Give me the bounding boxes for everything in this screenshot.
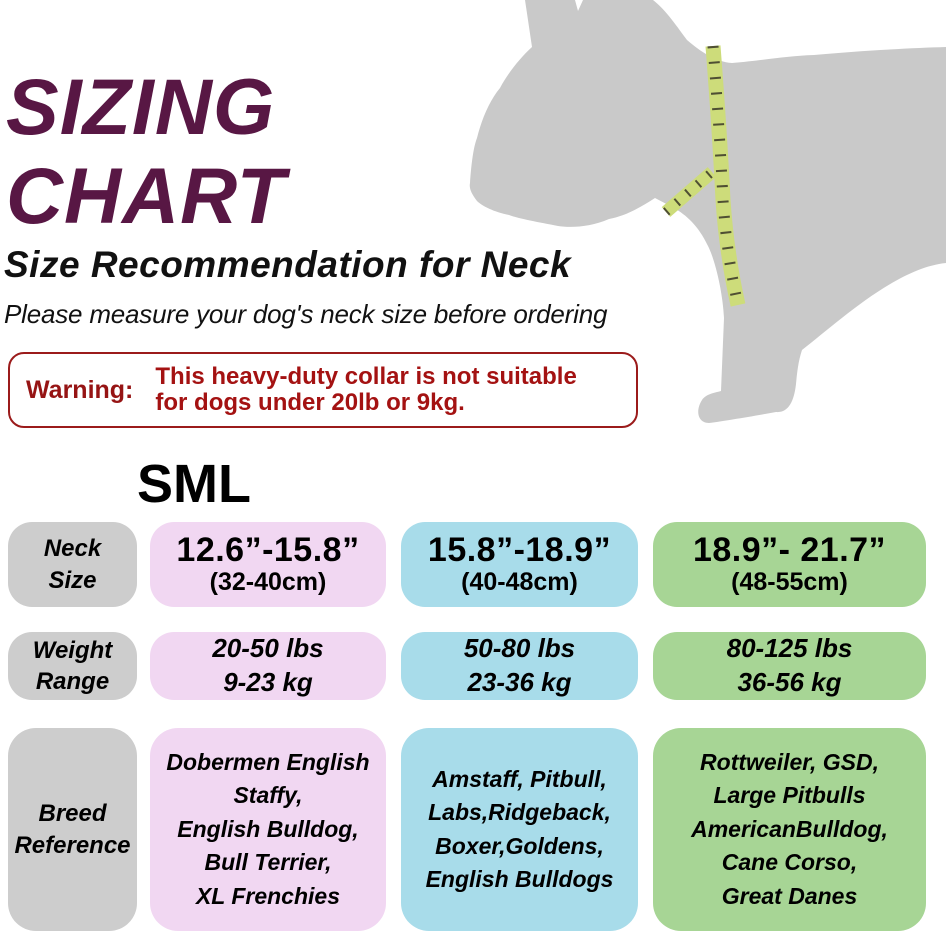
breed-cell-m: Amstaff, Pitbull, Labs,Ridgeback, Boxer,…	[401, 728, 638, 931]
measuring-tape-end	[661, 167, 717, 217]
neck-size-cm-l: (48-55cm)	[731, 567, 848, 596]
measuring-tape	[705, 45, 746, 307]
neck-size-inches-m: 15.8”-18.9”	[427, 530, 612, 569]
row-label-neck-size: Neck Size	[8, 522, 137, 607]
weight-cell-m: 50-80 lbs 23-36 kg	[401, 632, 638, 700]
row-label-breed-reference: Breed Reference	[8, 728, 137, 931]
neck-size-cm-m: (40-48cm)	[461, 567, 578, 596]
dog-silhouette-icon	[469, 0, 946, 423]
warning-message: This heavy-duty collar is not suitable f…	[155, 363, 577, 416]
neck-size-row: Neck Size 12.6”-15.8” (32-40cm) 15.8”-18…	[8, 522, 926, 607]
column-header-m: M	[173, 454, 219, 514]
weight-cell-s: 20-50 lbs 9-23 kg	[150, 632, 386, 700]
page-title: SIZING CHART	[6, 62, 287, 241]
weight-range-row: Weight Range 20-50 lbs 9-23 kg 50-80 lbs…	[8, 632, 926, 700]
row-label-weight-range: Weight Range	[8, 632, 137, 700]
neck-size-cell-s: 12.6”-15.8” (32-40cm)	[150, 522, 386, 607]
breed-cell-l: Rottweiler, GSD, Large Pitbulls American…	[653, 728, 926, 931]
page-subtitle: Size Recommendation for Neck	[4, 244, 572, 285]
dog-body-shape	[469, 0, 946, 423]
neck-size-cell-m: 15.8”-18.9” (40-48cm)	[401, 522, 638, 607]
neck-size-inches-s: 12.6”-15.8”	[176, 530, 360, 569]
weight-cell-l: 80-125 lbs 36-56 kg	[653, 632, 926, 700]
measure-note: Please measure your dog's neck size befo…	[4, 299, 608, 329]
header-spacer	[8, 450, 137, 518]
size-header-row: S M L	[8, 450, 251, 518]
breed-cell-s: Dobermen English Staffy, English Bulldog…	[150, 728, 386, 931]
neck-size-cm-s: (32-40cm)	[209, 567, 327, 596]
dog-illustration	[446, 0, 946, 440]
warning-box: Warning: This heavy-duty collar is not s…	[8, 352, 638, 428]
breed-reference-row: Breed Reference Dobermen English Staffy,…	[8, 728, 926, 931]
neck-size-inches-l: 18.9”- 21.7”	[692, 530, 887, 569]
warning-label: Warning:	[26, 375, 134, 404]
column-header-s: S	[137, 454, 174, 514]
column-header-l: L	[218, 454, 252, 514]
neck-size-cell-l: 18.9”- 21.7” (48-55cm)	[653, 522, 926, 607]
